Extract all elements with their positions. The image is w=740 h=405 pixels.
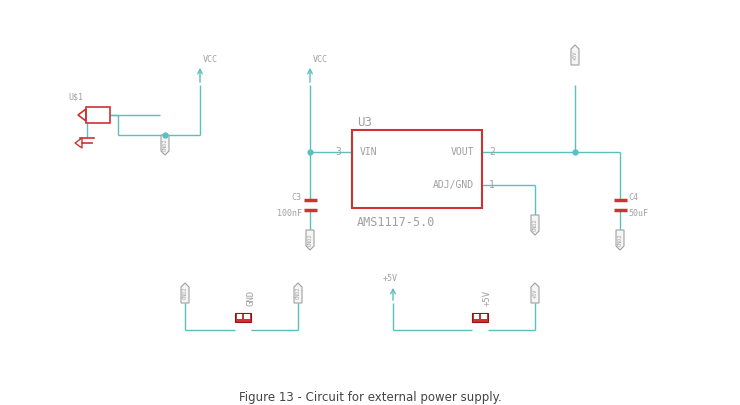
- Text: VCC: VCC: [313, 55, 328, 64]
- Text: VCC: VCC: [203, 55, 218, 64]
- Bar: [244, 314, 249, 319]
- Polygon shape: [294, 283, 302, 303]
- Bar: [237, 314, 242, 319]
- Text: 100nF: 100nF: [277, 209, 301, 217]
- Text: U$1: U$1: [68, 92, 83, 102]
- Text: +5V: +5V: [483, 290, 492, 306]
- Text: GND2: GND2: [308, 234, 312, 246]
- Text: 50uF: 50uF: [628, 209, 648, 217]
- Bar: [352, 130, 482, 208]
- Text: VOUT: VOUT: [451, 147, 474, 157]
- Text: GND2: GND2: [183, 287, 187, 299]
- Text: C4: C4: [628, 192, 639, 202]
- Text: U3: U3: [357, 115, 372, 128]
- Text: +5V: +5V: [533, 288, 537, 298]
- Polygon shape: [571, 45, 579, 65]
- Text: 2: 2: [489, 147, 495, 157]
- Text: Figure 13 - Circuit for external power supply.: Figure 13 - Circuit for external power s…: [238, 392, 502, 405]
- Polygon shape: [531, 215, 539, 235]
- Text: +5V: +5V: [573, 50, 577, 60]
- Text: 3: 3: [335, 147, 341, 157]
- Text: AMS1117-5.0: AMS1117-5.0: [357, 217, 435, 230]
- Polygon shape: [531, 283, 539, 303]
- Text: GND2: GND2: [163, 139, 167, 151]
- Polygon shape: [161, 135, 169, 155]
- Bar: [235, 313, 251, 322]
- Text: C3: C3: [292, 192, 301, 202]
- Text: ADJ/GND: ADJ/GND: [433, 180, 474, 190]
- Text: +5V: +5V: [383, 274, 397, 283]
- Text: 1: 1: [489, 180, 495, 190]
- Text: GND2: GND2: [617, 234, 622, 246]
- Text: GND2: GND2: [533, 219, 537, 231]
- Polygon shape: [616, 230, 624, 250]
- Bar: [474, 314, 479, 319]
- Polygon shape: [306, 230, 314, 250]
- Bar: [481, 314, 486, 319]
- Polygon shape: [181, 283, 189, 303]
- Bar: [86, 107, 110, 123]
- Bar: [472, 313, 488, 322]
- Text: GND: GND: [246, 290, 255, 306]
- Text: GND2: GND2: [295, 287, 300, 299]
- Text: VIN: VIN: [360, 147, 377, 157]
